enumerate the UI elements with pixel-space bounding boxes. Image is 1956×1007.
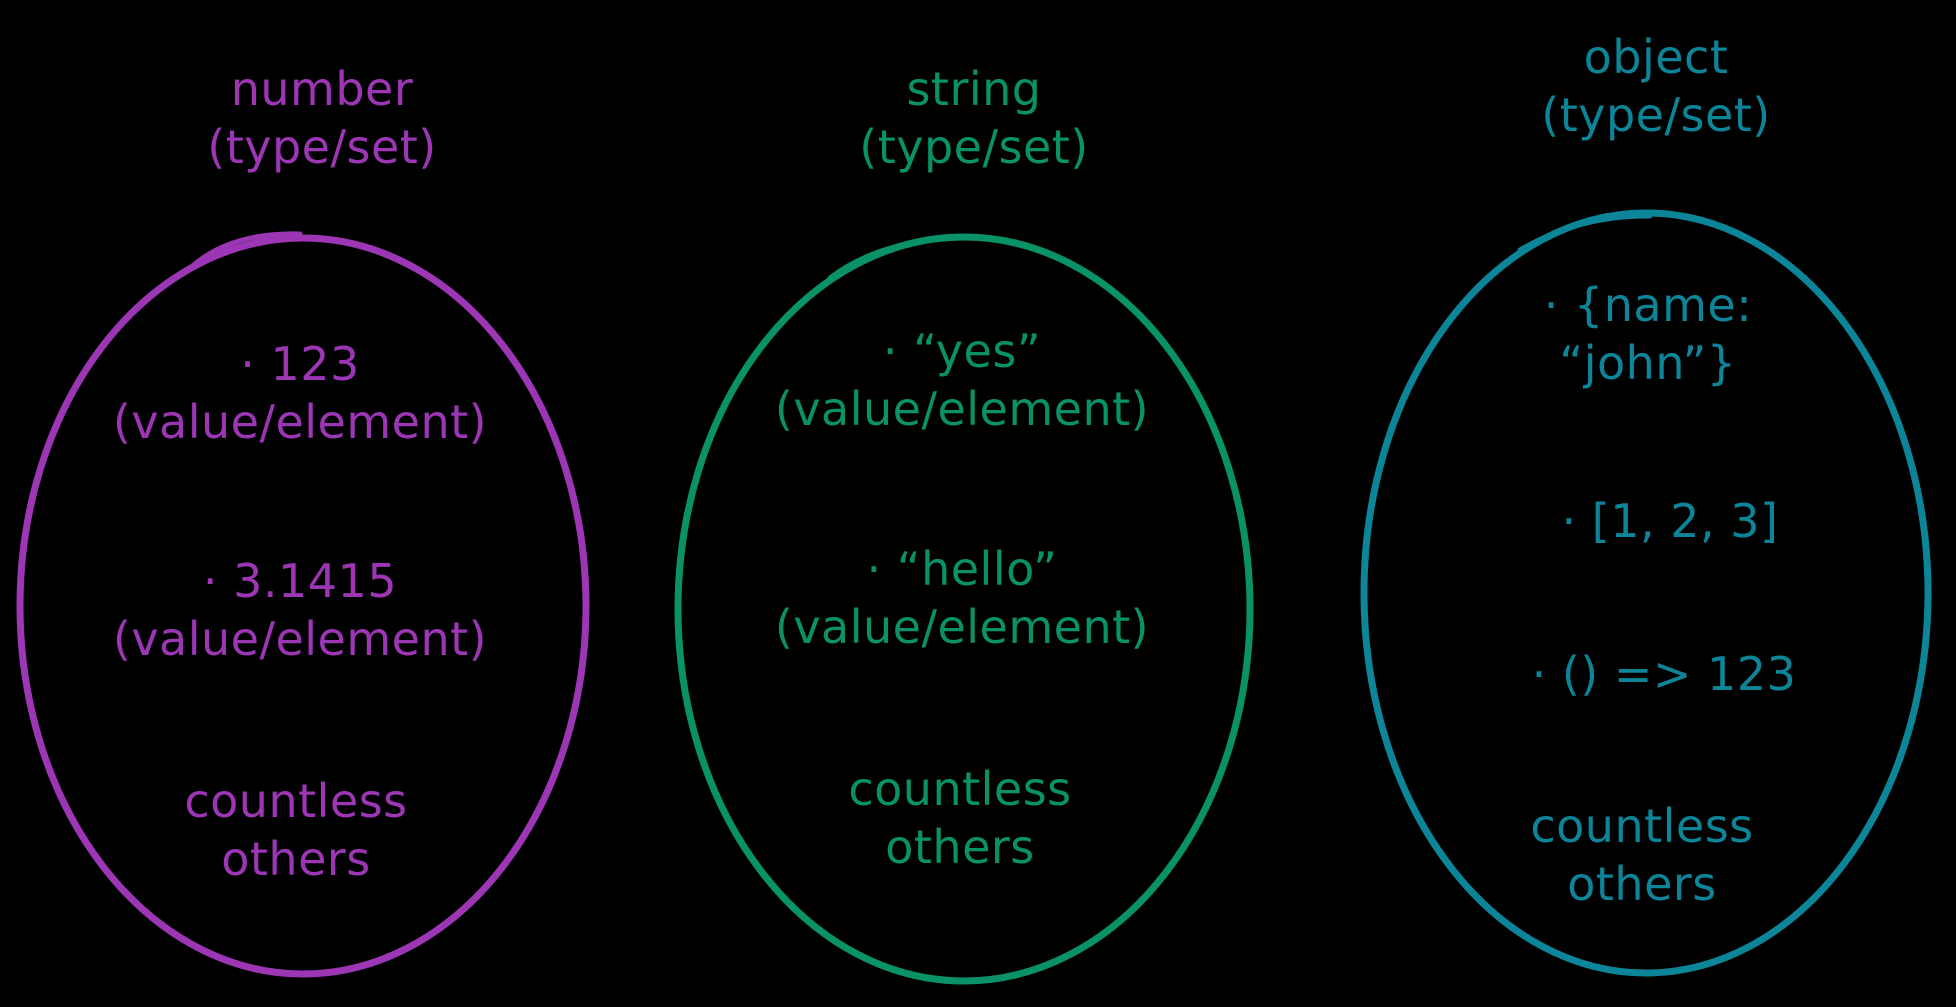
element-value: · “yes”: [882, 324, 1042, 378]
element-value: · 3.1415: [202, 554, 398, 608]
element-value: · 123: [240, 337, 360, 391]
string-element-1: · “yes” (value/element): [775, 322, 1149, 438]
number-element-1: · 123 (value/element): [113, 335, 487, 451]
others-line: countless: [1530, 799, 1754, 853]
object-element-1: · {name: “john”}: [1544, 276, 1752, 392]
object-others: countless others: [1530, 797, 1753, 913]
number-set-title: number (type/set): [207, 60, 436, 176]
others-line: others: [885, 820, 1035, 874]
string-set-title: string (type/set): [859, 60, 1088, 176]
element-caption: (value/element): [774, 600, 1150, 654]
element-value: · {name:: [1543, 278, 1753, 332]
object-element-3: · () => 123: [1532, 645, 1797, 703]
others-line: others: [221, 832, 371, 886]
set-subtitle: (type/set): [1541, 88, 1771, 142]
set-subtitle: (type/set): [207, 120, 437, 174]
string-element-2: · “hello” (value/element): [775, 540, 1149, 656]
set-title: string: [906, 62, 1042, 116]
element-caption: (value/element): [774, 382, 1150, 436]
set-subtitle: (type/set): [859, 120, 1089, 174]
element-value: · “hello”: [866, 542, 1058, 596]
set-title: object: [1583, 30, 1729, 84]
element-value: · [1, 2, 3]: [1561, 494, 1779, 548]
string-others: countless others: [848, 760, 1071, 876]
element-caption: (value/element): [112, 395, 488, 449]
others-line: countless: [184, 774, 408, 828]
object-element-2: · [1, 2, 3]: [1562, 492, 1779, 550]
element-caption: (value/element): [112, 612, 488, 666]
others-line: others: [1567, 857, 1717, 911]
set-title: number: [230, 62, 414, 116]
object-set-title: object (type/set): [1541, 28, 1770, 144]
number-element-2: · 3.1415 (value/element): [113, 552, 487, 668]
element-caption: “john”}: [1559, 336, 1737, 390]
element-value: · () => 123: [1531, 647, 1797, 701]
number-others: countless others: [184, 772, 407, 888]
others-line: countless: [848, 762, 1072, 816]
